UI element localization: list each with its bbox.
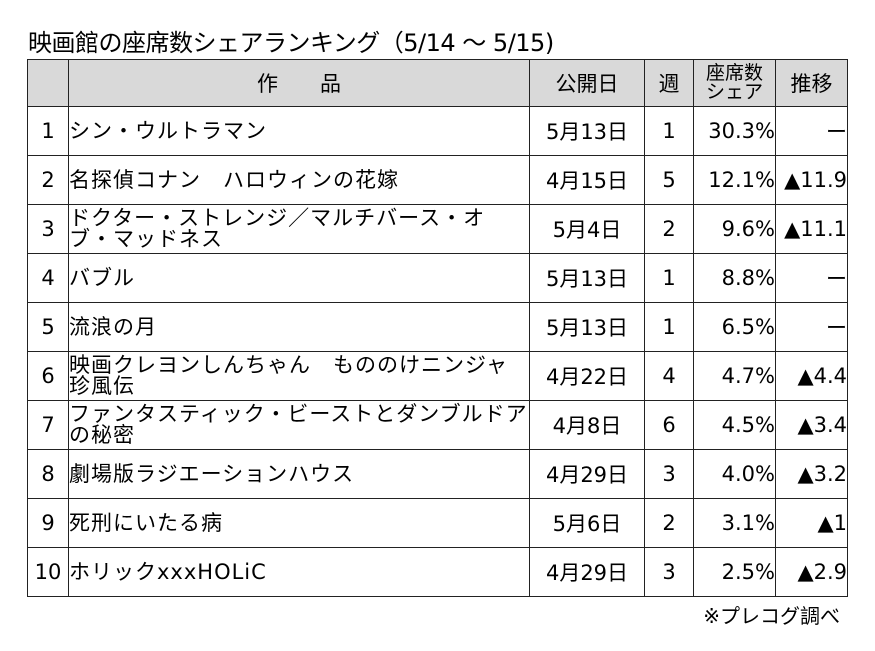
header-release: 公開日 <box>529 59 645 107</box>
header-rank <box>27 59 69 107</box>
release-cell: 5月6日 <box>529 498 645 548</box>
trend-cell: ー <box>775 302 848 352</box>
title-cell: ホリックxxxHOLiC <box>68 547 530 597</box>
rank-cell: 3 <box>27 204 69 254</box>
release-cell: 4月29日 <box>529 547 645 597</box>
rank-cell: 6 <box>27 351 69 401</box>
header-share: 座席数 シェア <box>693 59 776 107</box>
week-cell: 2 <box>644 204 694 254</box>
share-cell: 9.6% <box>693 204 776 254</box>
header-trend: 推移 <box>775 59 848 107</box>
share-cell: 30.3% <box>693 106 776 156</box>
table-row: 5 流浪の月 5月13日 1 6.5% ー <box>27 302 848 352</box>
rank-cell: 5 <box>27 302 69 352</box>
rank-cell: 8 <box>27 449 69 499</box>
trend-cell: ー <box>775 106 848 156</box>
table-row: 4 バブル 5月13日 1 8.8% ー <box>27 253 848 303</box>
week-cell: 5 <box>644 155 694 205</box>
share-cell: 3.1% <box>693 498 776 548</box>
table-row: 7 ファンタスティック・ビーストとダンブルドアの秘密 4月8日 6 4.5% ▲… <box>27 400 848 450</box>
week-cell: 2 <box>644 498 694 548</box>
source-note: ※プレコグ調べ <box>703 604 840 628</box>
release-cell: 5月4日 <box>529 204 645 254</box>
week-cell: 3 <box>644 547 694 597</box>
share-cell: 4.0% <box>693 449 776 499</box>
release-cell: 4月8日 <box>529 400 645 450</box>
title-cell: 流浪の月 <box>68 302 530 352</box>
rank-cell: 4 <box>27 253 69 303</box>
week-cell: 6 <box>644 400 694 450</box>
rank-cell: 7 <box>27 400 69 450</box>
release-cell: 4月15日 <box>529 155 645 205</box>
table-row: 2 名探偵コナン ハロウィンの花嫁 4月15日 5 12.1% ▲11.9 <box>27 155 848 205</box>
header-share-line1: 座席数 <box>705 62 763 84</box>
share-cell: 4.5% <box>693 400 776 450</box>
week-cell: 1 <box>644 253 694 303</box>
release-cell: 4月22日 <box>529 351 645 401</box>
title-cell: バブル <box>68 253 530 303</box>
trend-cell: ▲2.9 <box>775 547 848 597</box>
trend-cell: ▲4.4 <box>775 351 848 401</box>
table-title: 映画館の座席数シェアランキング（5/14 ～ 5/15) <box>28 29 554 57</box>
title-cell: シン・ウルトラマン <box>68 106 530 156</box>
table-row: 6 映画クレヨンしんちゃん もののけニンジャ珍風伝 4月22日 4 4.7% ▲… <box>27 351 848 401</box>
week-cell: 3 <box>644 449 694 499</box>
week-cell: 1 <box>644 106 694 156</box>
title-cell: 名探偵コナン ハロウィンの花嫁 <box>68 155 530 205</box>
trend-cell: ▲3.4 <box>775 400 848 450</box>
ranking-table: 作品 公開日 週 座席数 シェア 推移 1 シン・ウルトラマン 5月13日 1 … <box>27 59 848 597</box>
header-title: 作品 <box>68 59 530 107</box>
share-cell: 6.5% <box>693 302 776 352</box>
table-row: 8 劇場版ラジエーションハウス 4月29日 3 4.0% ▲3.2 <box>27 449 848 499</box>
trend-cell: ▲11.1 <box>775 204 848 254</box>
rank-cell: 1 <box>27 106 69 156</box>
table-row: 1 シン・ウルトラマン 5月13日 1 30.3% ー <box>27 106 848 156</box>
release-cell: 4月29日 <box>529 449 645 499</box>
title-cell: 劇場版ラジエーションハウス <box>68 449 530 499</box>
week-cell: 1 <box>644 302 694 352</box>
trend-cell: ▲11.9 <box>775 155 848 205</box>
title-cell: 死刑にいたる病 <box>68 498 530 548</box>
release-cell: 5月13日 <box>529 253 645 303</box>
trend-cell: ▲3.2 <box>775 449 848 499</box>
table-row: 10 ホリックxxxHOLiC 4月29日 3 2.5% ▲2.9 <box>27 547 848 597</box>
header-week: 週 <box>644 59 694 107</box>
week-cell: 4 <box>644 351 694 401</box>
title-cell: ファンタスティック・ビーストとダンブルドアの秘密 <box>68 400 530 450</box>
rank-cell: 10 <box>27 547 69 597</box>
title-cell: ドクター・ストレンジ／マルチバース・オブ・マッドネス <box>68 204 530 254</box>
title-cell: 映画クレヨンしんちゃん もののけニンジャ珍風伝 <box>68 351 530 401</box>
table-row: 9 死刑にいたる病 5月6日 2 3.1% ▲1 <box>27 498 848 548</box>
share-cell: 2.5% <box>693 547 776 597</box>
rank-cell: 2 <box>27 155 69 205</box>
header-row: 作品 公開日 週 座席数 シェア 推移 <box>27 59 848 107</box>
rank-cell: 9 <box>27 498 69 548</box>
trend-cell: ー <box>775 253 848 303</box>
share-cell: 12.1% <box>693 155 776 205</box>
share-cell: 8.8% <box>693 253 776 303</box>
share-cell: 4.7% <box>693 351 776 401</box>
table-row: 3 ドクター・ストレンジ／マルチバース・オブ・マッドネス 5月4日 2 9.6%… <box>27 204 848 254</box>
release-cell: 5月13日 <box>529 106 645 156</box>
header-share-line2: シェア <box>705 81 763 103</box>
header-title-label: 作品 <box>257 72 383 96</box>
trend-cell: ▲1 <box>775 498 848 548</box>
release-cell: 5月13日 <box>529 302 645 352</box>
